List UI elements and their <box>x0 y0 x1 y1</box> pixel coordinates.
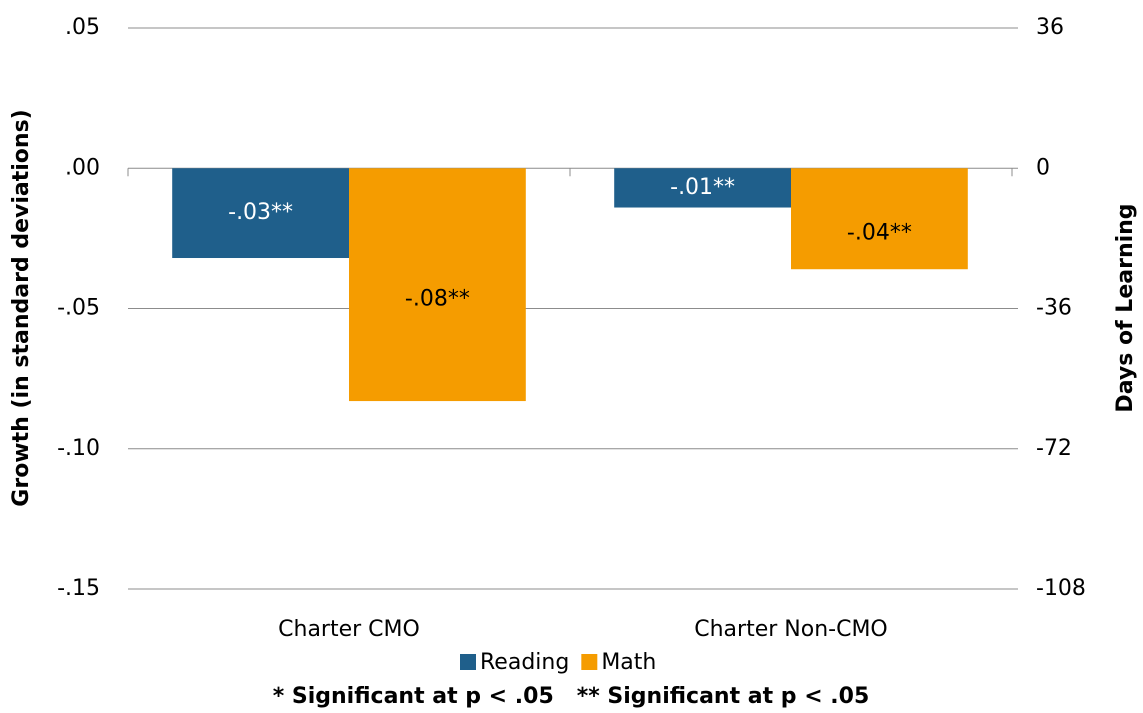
legend-swatch <box>581 654 598 670</box>
bar <box>172 168 349 259</box>
y2-tick-label: 36 <box>1036 15 1064 40</box>
bar <box>791 168 968 270</box>
y-tick-label: -.15 <box>57 576 100 601</box>
footnote: * Significant at p < .05 ** Significant … <box>273 684 870 709</box>
y-tick-label: .05 <box>65 15 100 40</box>
legend-label: Math <box>601 650 656 675</box>
bar <box>349 168 526 402</box>
legend-label: Reading <box>480 650 569 675</box>
legend-swatch <box>460 654 476 670</box>
y2-tick-label: -72 <box>1036 436 1072 461</box>
bar <box>614 168 791 208</box>
value-label: -.08** <box>405 287 470 312</box>
value-label: -.03** <box>228 200 293 225</box>
y2-tick-label: -36 <box>1036 296 1072 321</box>
y-axis-title: Growth (in standard deviations) <box>9 109 34 506</box>
y-tick-label: .00 <box>65 155 100 180</box>
y-tick-label: -.10 <box>57 436 100 461</box>
y2-axis-title: Days of Learning <box>1113 203 1138 412</box>
y2-tick-label: 0 <box>1036 155 1050 180</box>
y2-tick-label: -108 <box>1036 576 1086 601</box>
value-label: -.04** <box>847 221 912 246</box>
x-tick-label: Charter CMO <box>278 617 420 642</box>
value-label: -.01** <box>670 175 735 200</box>
y-tick-label: -.05 <box>57 296 100 321</box>
x-tick-label: Charter Non-CMO <box>694 617 888 642</box>
